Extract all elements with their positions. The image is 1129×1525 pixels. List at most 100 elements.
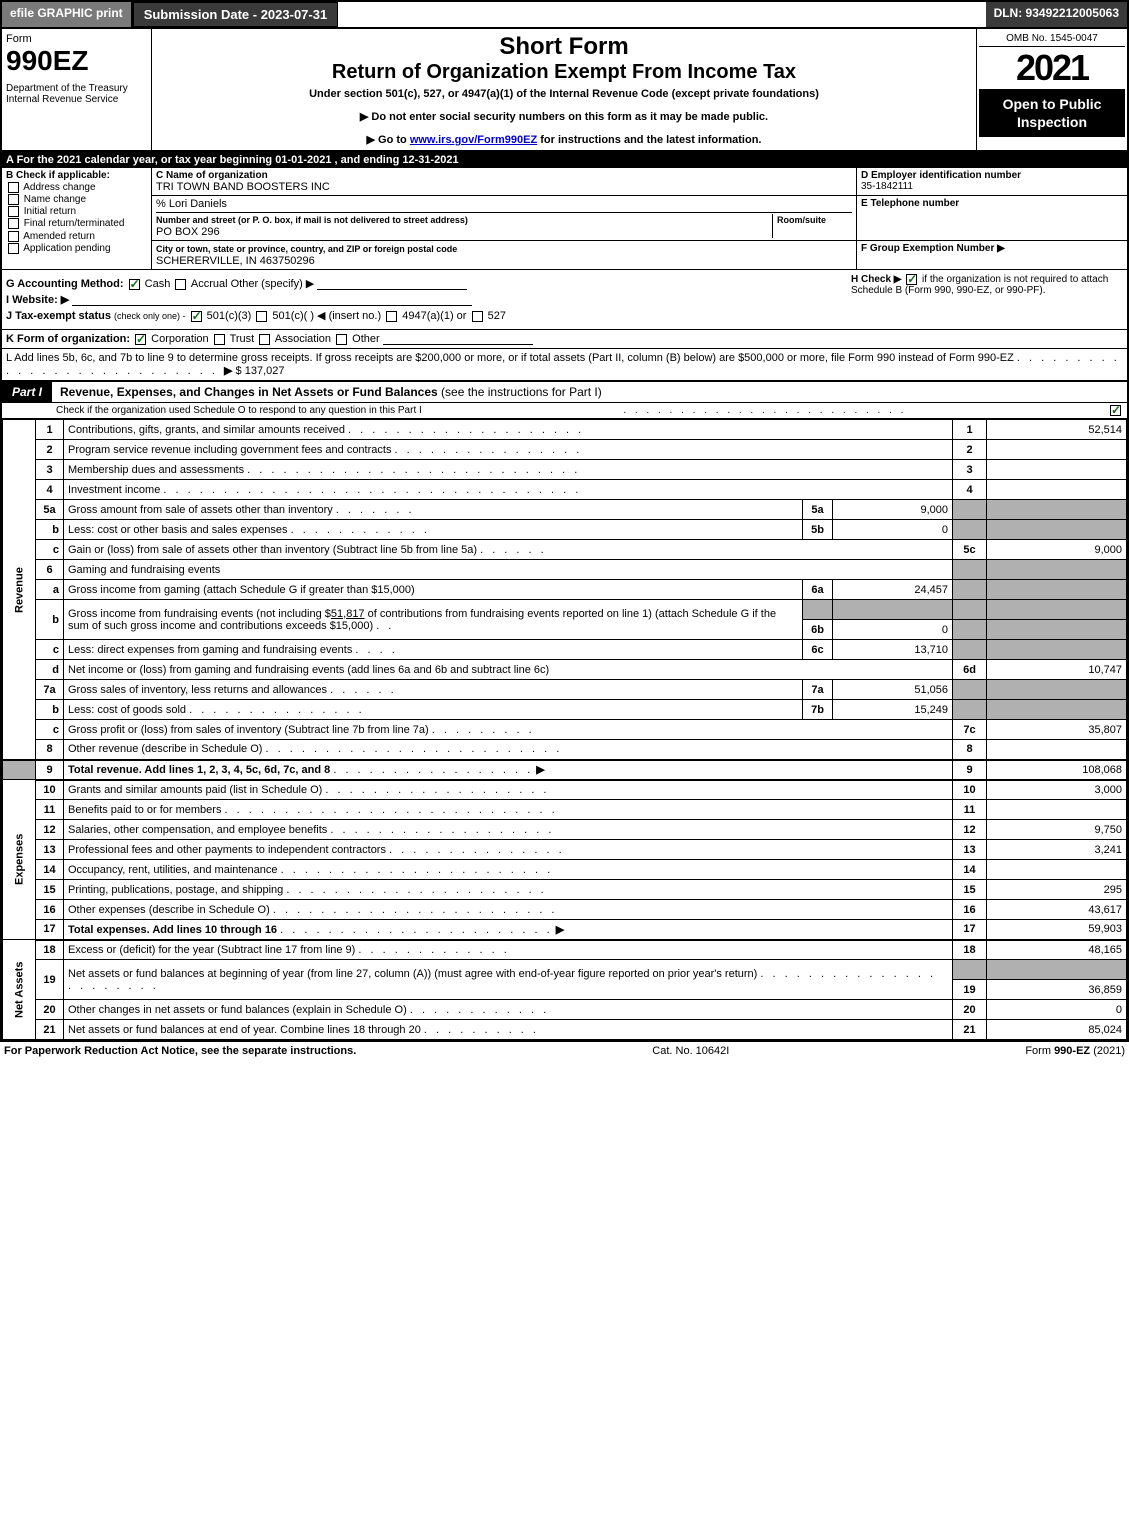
header-center: Short Form Return of Organization Exempt… xyxy=(152,29,977,150)
line-6a: a Gross income from gaming (attach Sched… xyxy=(3,580,1127,600)
line-17: 17 Total expenses. Add lines 10 through … xyxy=(3,920,1127,940)
section-l: L Add lines 5b, 6c, and 7b to line 9 to … xyxy=(2,349,1127,382)
form-word: Form xyxy=(6,33,147,45)
section-k: K Form of organization: Corporation Trus… xyxy=(2,330,1127,349)
dln-label: DLN: 93492212005063 xyxy=(986,2,1127,27)
j-insert: ◀ (insert no.) xyxy=(317,310,381,322)
j-label: J Tax-exempt status xyxy=(6,310,111,322)
section-b-title: B Check if applicable: xyxy=(6,170,147,181)
line-12: 12 Salaries, other compensation, and emp… xyxy=(3,820,1127,840)
check-527[interactable] xyxy=(472,311,483,322)
line-16: 16 Other expenses (describe in Schedule … xyxy=(3,900,1127,920)
open-public-badge: Open to Public Inspection xyxy=(979,89,1125,137)
line-18: Net Assets 18 Excess or (deficit) for th… xyxy=(3,940,1127,960)
k-label: K Form of organization: xyxy=(6,333,130,345)
section-e: E Telephone number xyxy=(857,196,1127,240)
k-trust: Trust xyxy=(230,333,255,345)
part1-tab: Part I xyxy=(2,382,52,402)
line-14: 14 Occupancy, rent, utilities, and maint… xyxy=(3,860,1127,880)
section-h: H Check ▶ if the organization is not req… xyxy=(843,274,1123,325)
org-name-label: C Name of organization xyxy=(156,170,852,181)
form-container: efile GRAPHIC print Submission Date - 20… xyxy=(0,0,1129,1042)
city-cell: City or town, state or province, country… xyxy=(152,241,857,269)
street-cell: % Lori Daniels Number and street (or P. … xyxy=(152,196,857,240)
footer-right: Form 990-EZ (2021) xyxy=(1025,1045,1125,1057)
phone-label: E Telephone number xyxy=(861,198,1123,209)
part1-title: Revenue, Expenses, and Changes in Net As… xyxy=(52,382,1127,402)
line-8: 8 Other revenue (describe in Schedule O)… xyxy=(3,740,1127,760)
k-other: Other xyxy=(352,333,380,345)
room-label: Room/suite xyxy=(777,215,826,225)
check-application-pending[interactable]: Application pending xyxy=(6,243,147,254)
side-netassets: Net Assets xyxy=(3,940,36,1040)
check-final-return[interactable]: Final return/terminated xyxy=(6,218,147,229)
row-name: C Name of organization TRI TOWN BAND BOO… xyxy=(152,168,1127,196)
footer-left: For Paperwork Reduction Act Notice, see … xyxy=(4,1045,356,1057)
website-blank[interactable] xyxy=(72,294,472,306)
check-association[interactable] xyxy=(259,334,270,345)
line-2: 2 Program service revenue including gove… xyxy=(3,440,1127,460)
g-other: Other (specify) ▶ xyxy=(231,278,315,290)
top-bar-left: efile GRAPHIC print Submission Date - 20… xyxy=(2,2,338,27)
k-assoc: Association xyxy=(275,333,331,345)
check-schedule-b[interactable] xyxy=(906,274,917,285)
info-block: B Check if applicable: Address change Na… xyxy=(2,168,1127,270)
line-7c: c Gross profit or (loss) from sales of i… xyxy=(3,720,1127,740)
group-exemption-label: F Group Exemption Number ▶ xyxy=(861,243,1005,254)
street-value: PO BOX 296 xyxy=(156,226,772,238)
irs-link[interactable]: www.irs.gov/Form990EZ xyxy=(410,134,537,146)
return-title: Return of Organization Exempt From Incom… xyxy=(160,61,968,84)
line-19: 19 Net assets or fund balances at beginn… xyxy=(3,960,1127,980)
row-city: City or town, state or province, country… xyxy=(152,241,1127,269)
submission-date-button[interactable]: Submission Date - 2023-07-31 xyxy=(133,2,339,27)
notice2-pre: ▶ Go to xyxy=(367,134,410,146)
l-arrow: ▶ xyxy=(224,365,236,377)
check-501c[interactable] xyxy=(256,311,267,322)
k-other-blank[interactable] xyxy=(383,333,533,345)
l-text: L Add lines 5b, 6c, and 7b to line 9 to … xyxy=(6,352,1014,364)
tax-year: 2021 xyxy=(979,47,1125,89)
org-name-cell: C Name of organization TRI TOWN BAND BOO… xyxy=(152,168,857,195)
line-21: 21 Net assets or fund balances at end of… xyxy=(3,1020,1127,1040)
line-9: 9 Total revenue. Add lines 1, 2, 3, 4, 5… xyxy=(3,760,1127,780)
city-label: City or town, state or province, country… xyxy=(156,244,457,254)
header-block: Form 990EZ Department of the Treasury In… xyxy=(2,29,1127,152)
line-5c: c Gain or (loss) from sale of assets oth… xyxy=(3,540,1127,560)
schedule-o-text: Check if the organization used Schedule … xyxy=(56,405,422,416)
efile-print-button[interactable]: efile GRAPHIC print xyxy=(2,2,133,27)
line-5a: 5a Gross amount from sale of assets othe… xyxy=(3,500,1127,520)
l-value: $ 137,027 xyxy=(236,365,285,377)
g-label: G Accounting Method: xyxy=(6,278,124,290)
row-g-h: G Accounting Method: Cash Accrual Other … xyxy=(2,270,1127,330)
check-501c3[interactable] xyxy=(191,311,202,322)
line-7a: 7a Gross sales of inventory, less return… xyxy=(3,680,1127,700)
j-501c: 501(c)( ) xyxy=(272,310,314,322)
check-cash[interactable] xyxy=(129,279,140,290)
i-label: I Website: ▶ xyxy=(6,294,69,306)
g-other-blank[interactable] xyxy=(317,278,467,290)
line-6d: d Net income or (loss) from gaming and f… xyxy=(3,660,1127,680)
check-other-org[interactable] xyxy=(336,334,347,345)
omb-number: OMB No. 1545-0047 xyxy=(979,31,1125,47)
line-5b: b Less: cost or other basis and sales ex… xyxy=(3,520,1127,540)
check-trust[interactable] xyxy=(214,334,225,345)
g-cash: Cash xyxy=(145,278,171,290)
check-initial-return[interactable]: Initial return xyxy=(6,206,147,217)
section-i: I Website: ▶ xyxy=(6,293,843,306)
city-value: SCHERERVILLE, IN 463750296 xyxy=(156,255,852,267)
check-name-change[interactable]: Name change xyxy=(6,194,147,205)
header-notice-2: ▶ Go to www.irs.gov/Form990EZ for instru… xyxy=(160,133,968,146)
section-f: F Group Exemption Number ▶ xyxy=(857,241,1127,269)
check-schedule-o[interactable] xyxy=(1110,405,1121,416)
line-13: 13 Professional fees and other payments … xyxy=(3,840,1127,860)
check-accrual[interactable] xyxy=(175,279,186,290)
org-name-value: TRI TOWN BAND BOOSTERS INC xyxy=(156,181,852,193)
check-4947[interactable] xyxy=(386,311,397,322)
section-d: D Employer identification number 35-1842… xyxy=(857,168,1127,195)
line-20: 20 Other changes in net assets or fund b… xyxy=(3,1000,1127,1020)
check-address-change[interactable]: Address change xyxy=(6,182,147,193)
j-4947: 4947(a)(1) or xyxy=(402,310,466,322)
check-corporation[interactable] xyxy=(135,334,146,345)
header-left: Form 990EZ Department of the Treasury In… xyxy=(2,29,152,150)
check-amended-return[interactable]: Amended return xyxy=(6,231,147,242)
